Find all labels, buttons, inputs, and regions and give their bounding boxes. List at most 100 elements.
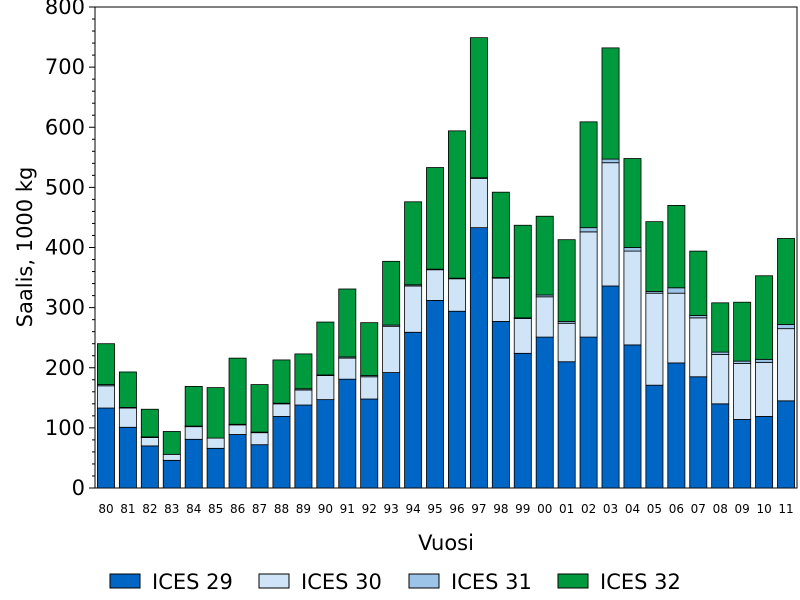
bar-segment-ices-31 <box>579 227 598 233</box>
bar-segment-ices-30 <box>426 269 444 301</box>
legend-label: ICES 30 <box>301 570 382 594</box>
bar-segment-ices-31 <box>623 247 642 252</box>
bar-segment-ices-32 <box>469 37 488 179</box>
bar-segment-ices-32 <box>777 238 795 325</box>
bar-segment-ices-29 <box>140 445 159 489</box>
bar-segment-ices-30 <box>535 296 554 338</box>
bar-segment-ices-29 <box>316 399 335 489</box>
bar-segment-ices-30 <box>272 403 291 417</box>
bar-segment-ices-30 <box>755 361 774 417</box>
bar-segment-ices-30 <box>491 277 510 322</box>
x-tick-label: 83 <box>164 502 179 516</box>
y-tick-label: 500 <box>45 175 85 199</box>
bar-segment-ices-30 <box>184 426 203 440</box>
bar-segment-ices-32 <box>579 121 598 229</box>
bar-segment-ices-30 <box>382 325 401 373</box>
bar-segment-ices-29 <box>623 344 642 489</box>
bar-segment-ices-30 <box>579 231 598 338</box>
bar-segment-ices-30 <box>206 437 225 449</box>
bar-segment-ices-29 <box>557 361 576 489</box>
x-tick-label: 98 <box>493 502 508 516</box>
x-tick-label: 89 <box>296 502 311 516</box>
bar-segment-ices-29 <box>118 426 137 489</box>
x-tick-label: 88 <box>274 502 289 516</box>
legend-label: ICES 29 <box>152 570 233 594</box>
x-tick-label: 90 <box>318 502 333 516</box>
bar-segment-ices-30 <box>733 363 752 420</box>
x-tick-label: 00 <box>537 502 552 516</box>
bar-segment-ices-30 <box>360 376 379 400</box>
bar-segment-ices-32 <box>733 301 752 362</box>
bar-segment-ices-29 <box>250 444 269 489</box>
bar-segment-ices-29 <box>601 285 620 489</box>
x-tick-label: 82 <box>142 502 157 516</box>
bar-segment-ices-29 <box>777 400 795 489</box>
bar-segment-ices-29 <box>755 416 774 489</box>
bar-segment-ices-31 <box>667 287 686 294</box>
y-tick-label: 700 <box>45 55 85 79</box>
x-tick-label: 06 <box>669 502 684 516</box>
bar-segment-ices-32 <box>557 239 576 322</box>
bar-segment-ices-29 <box>733 419 752 489</box>
bar-segment-ices-29 <box>272 416 291 489</box>
bar-segment-ices-32 <box>623 158 642 248</box>
x-tick-label: 09 <box>735 502 750 516</box>
y-axis: 0 100 200 300 400 500 600 700 800 <box>45 0 95 500</box>
bar-segment-ices-32 <box>206 387 225 439</box>
bar-segment-ices-30 <box>448 278 466 312</box>
bar-segment-ices-29 <box>97 407 115 489</box>
bar-segment-ices-30 <box>513 318 532 354</box>
legend-swatch <box>109 573 141 589</box>
bar-segment-ices-30 <box>162 453 181 461</box>
bar-segment-ices-29 <box>338 378 357 489</box>
x-tick-label: 07 <box>691 502 706 516</box>
legend-label: ICES 32 <box>600 570 681 594</box>
bar-segment-ices-29 <box>579 336 598 489</box>
y-tick-label: 600 <box>45 115 85 139</box>
bar-segment-ices-32 <box>118 371 137 408</box>
bar-segment-ices-32 <box>228 357 247 425</box>
bar-segment-ices-30 <box>338 357 357 380</box>
bar-segment-ices-30 <box>623 250 642 346</box>
bar-segment-ices-30 <box>777 328 795 402</box>
bar-segment-ices-32 <box>338 288 357 358</box>
bar-segment-ices-29 <box>228 434 247 489</box>
bar-segment-ices-30 <box>711 354 730 405</box>
x-tick-label: 05 <box>647 502 662 516</box>
y-tick-label: 0 <box>72 476 85 500</box>
bar-segment-ices-29 <box>535 336 554 489</box>
bar-segment-ices-30 <box>667 292 686 364</box>
x-tick-label: 99 <box>515 502 530 516</box>
x-tick-label: 03 <box>603 502 618 516</box>
bar-segment-ices-29 <box>513 352 532 489</box>
x-tick-label: 08 <box>713 502 728 516</box>
bar-segment-ices-30 <box>469 177 488 229</box>
x-tick-label: 80 <box>98 502 113 516</box>
x-tick-label: 92 <box>362 502 377 516</box>
legend-label: ICES 31 <box>451 570 532 594</box>
bar-segment-ices-29 <box>206 447 225 489</box>
x-tick-label: 81 <box>120 502 135 516</box>
x-tick-label: 96 <box>449 502 464 516</box>
bar-segment-ices-29 <box>667 362 686 489</box>
x-tick-label: 11 <box>778 502 793 516</box>
bar-segment-ices-29 <box>645 384 664 489</box>
legend-swatch <box>408 573 440 589</box>
y-tick-label: 300 <box>45 296 85 320</box>
x-axis-label: Vuosi <box>418 531 474 555</box>
bar-segment-ices-29 <box>491 321 510 489</box>
y-tick-label: 100 <box>45 416 85 440</box>
bar-segment-ices-30 <box>140 437 159 447</box>
bar-segment-ices-29 <box>360 398 379 489</box>
bar-segment-ices-32 <box>140 408 159 438</box>
bar-segment-ices-32 <box>645 221 664 292</box>
bar-segment-ices-31 <box>601 158 620 164</box>
y-tick-label: 800 <box>45 0 85 19</box>
bar-segment-ices-29 <box>184 438 203 489</box>
bar-segment-ices-29 <box>448 310 466 489</box>
x-tick-label: 91 <box>340 502 355 516</box>
x-tick-label: 85 <box>208 502 223 516</box>
bar-segment-ices-32 <box>97 343 115 385</box>
bar-segment-ices-29 <box>711 403 730 489</box>
